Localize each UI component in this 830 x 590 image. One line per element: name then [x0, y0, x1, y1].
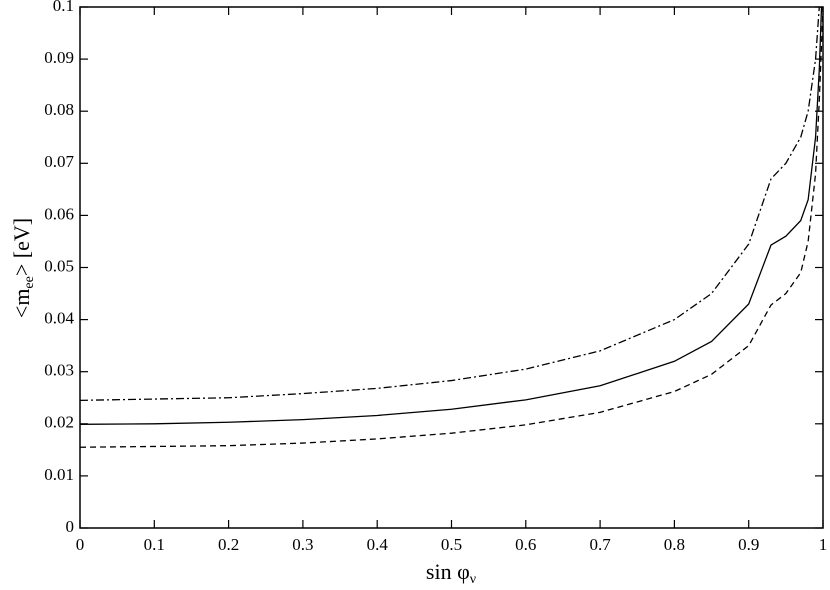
y-tick-label: 0.04 [44, 309, 74, 328]
line-series [79, 6, 820, 402]
y-tick-label: 0.09 [44, 48, 74, 67]
x-tick-label: 0.6 [515, 535, 536, 554]
x-tick-label: 0 [76, 535, 85, 554]
x-tick-label: 0.1 [144, 535, 165, 554]
y-axis-title: <mee> [eV] [9, 218, 37, 318]
x-tick-label: 0.8 [664, 535, 685, 554]
y-tick-label: 0.01 [44, 465, 74, 484]
line-series [79, 6, 823, 425]
y-tick-label: 0.05 [44, 256, 74, 275]
y-tick-label: 0.03 [44, 361, 74, 380]
line-series [79, 6, 824, 448]
x-tick-label: 0.3 [292, 535, 313, 554]
x-tick-label: 0.7 [589, 535, 611, 554]
y-tick-label: 0.07 [44, 152, 74, 171]
plot-frame [79, 6, 824, 529]
y-tick-label: 0.1 [53, 0, 74, 15]
x-axis-title-sub: ν [470, 572, 476, 587]
x-tick-label: 0.9 [738, 535, 759, 554]
y-tick-label: 0.06 [44, 204, 74, 223]
y-axis-title-end: > [eV] [9, 218, 34, 276]
y-axis-title-sub: ee [22, 276, 37, 288]
x-tick-label: 0.2 [218, 535, 239, 554]
x-axis-title: sin φν [426, 559, 476, 587]
x-tick-label: 0.4 [367, 535, 389, 554]
y-tick-label: 0.08 [44, 100, 74, 119]
y-tick-label: 0.02 [44, 413, 74, 432]
y-tick-label: 0 [66, 517, 75, 536]
x-tick-label: 0.5 [441, 535, 462, 554]
x-tick-label: 1 [819, 535, 828, 554]
y-axis-title-main: <m [9, 289, 34, 319]
x-axis-title-main: sin φ [426, 559, 470, 584]
